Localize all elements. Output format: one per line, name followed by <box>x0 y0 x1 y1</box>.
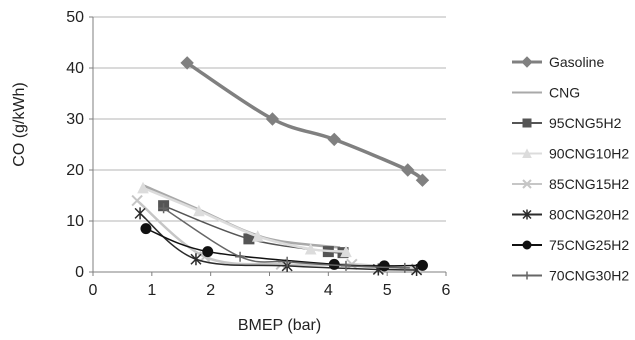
data-point-gasoline-4 <box>415 173 430 187</box>
data-point-85cng15h2-0 <box>131 194 143 207</box>
legend-item-80cng20h2: 80CNG20H2 <box>512 207 629 223</box>
series-line-70cng30h2 <box>163 207 405 269</box>
legend-item-90cng10h2: 90CNG10H2 <box>512 146 629 162</box>
legend-label: 70CNG30H2 <box>549 268 629 284</box>
x-tick-label-5: 5 <box>383 282 392 299</box>
legend-swatch-marker <box>521 56 533 68</box>
data-point-70cng30h2-1 <box>235 251 246 262</box>
legend-item-gasoline: Gasoline <box>512 54 604 70</box>
axes-layer <box>89 16 447 276</box>
x-tick-label-2: 2 <box>206 282 215 299</box>
y-tick-label-1: 10 <box>66 213 84 230</box>
series-70cng30h2 <box>158 203 410 273</box>
x-tick-label-0: 0 <box>89 282 98 299</box>
series-line-85cng15h2 <box>136 199 417 271</box>
series-gasoline <box>180 56 430 187</box>
legend-label: Gasoline <box>549 54 604 70</box>
data-point-70cng30h2-3 <box>340 260 351 271</box>
legend-swatch-marker <box>522 148 532 158</box>
data-point-90cng10h2-2 <box>251 230 264 242</box>
y-tick-label-0: 0 <box>75 264 84 281</box>
data-point-gasoline-0 <box>180 56 194 70</box>
series-line-cng <box>142 184 341 249</box>
legend-swatch-marker <box>522 240 532 250</box>
data-point-90cng10h2-4 <box>340 245 352 258</box>
y-tick-label-5: 50 <box>66 9 84 26</box>
data-point-70cng30h2-4 <box>399 262 410 273</box>
x-tick-label-6: 6 <box>442 282 451 299</box>
data-point-gasoline-3 <box>401 163 415 177</box>
data-point-gasoline-2 <box>327 132 341 147</box>
legend-label: 90CNG10H2 <box>549 146 629 162</box>
data-point-70cng30h2-2 <box>282 256 293 267</box>
legend-label: 95CNG5H2 <box>549 115 622 131</box>
series-layer <box>131 56 430 276</box>
data-point-75cng25h2-1 <box>202 246 214 258</box>
data-point-85cng15h2-3 <box>346 258 358 271</box>
legend-item-85cng15h2: 85CNG15H2 <box>512 176 629 192</box>
data-point-75cng25h2-0 <box>140 223 152 235</box>
legend: Gasoline CNG 95CNG5H2 90CNG10H2 85CNG15H2 80C… <box>512 54 629 284</box>
data-point-75cng25h2-3 <box>378 260 390 272</box>
legend-label: 85CNG15H2 <box>549 176 629 192</box>
data-point-80cng20h2-1 <box>190 253 202 266</box>
data-point-70cng30h2-0 <box>158 203 169 214</box>
legend-item-cng: CNG <box>512 85 580 101</box>
x-axis-title: BMEP (bar) <box>238 317 321 334</box>
series-cng <box>142 184 341 249</box>
series-line-gasoline <box>186 61 424 182</box>
series-line-75cng25h2 <box>145 227 423 267</box>
x-tick-label-1: 1 <box>147 282 156 299</box>
data-point-90cng10h2-0 <box>137 181 149 194</box>
series-90cng10h2 <box>137 181 352 258</box>
legend-label: 80CNG20H2 <box>549 207 629 223</box>
data-point-gasoline-1 <box>265 112 280 126</box>
y-tick-label-4: 40 <box>66 60 84 77</box>
data-point-90cng10h2-3 <box>304 242 317 255</box>
data-point-90cng10h2-1 <box>193 204 205 217</box>
legend-label: 75CNG25H2 <box>549 237 629 253</box>
tick-layer: 0 10 20 30 40 50 0 1 2 3 4 5 6 <box>66 9 450 299</box>
legend-item-75cng25h2: 75CNG25H2 <box>512 237 629 253</box>
legend-swatch-marker <box>522 179 532 189</box>
y-tick-label-3: 30 <box>66 111 84 128</box>
data-point-75cng25h2-4 <box>416 259 428 271</box>
legend-swatch-marker <box>522 209 532 220</box>
legend-swatch-marker <box>523 271 531 280</box>
x-tick-label-3: 3 <box>265 282 274 299</box>
y-tick-label-2: 20 <box>66 162 84 179</box>
data-point-80cng20h2-0 <box>134 207 146 220</box>
legend-label: CNG <box>549 85 580 101</box>
legend-item-70cng30h2: 70CNG30H2 <box>512 268 629 284</box>
y-axis-title: CO (g/kWh) <box>11 82 28 166</box>
legend-swatch-marker <box>522 118 532 128</box>
series-75cng25h2 <box>140 223 428 272</box>
legend-item-95cng5h2: 95CNG5H2 <box>512 115 622 131</box>
x-tick-label-4: 4 <box>324 282 333 299</box>
